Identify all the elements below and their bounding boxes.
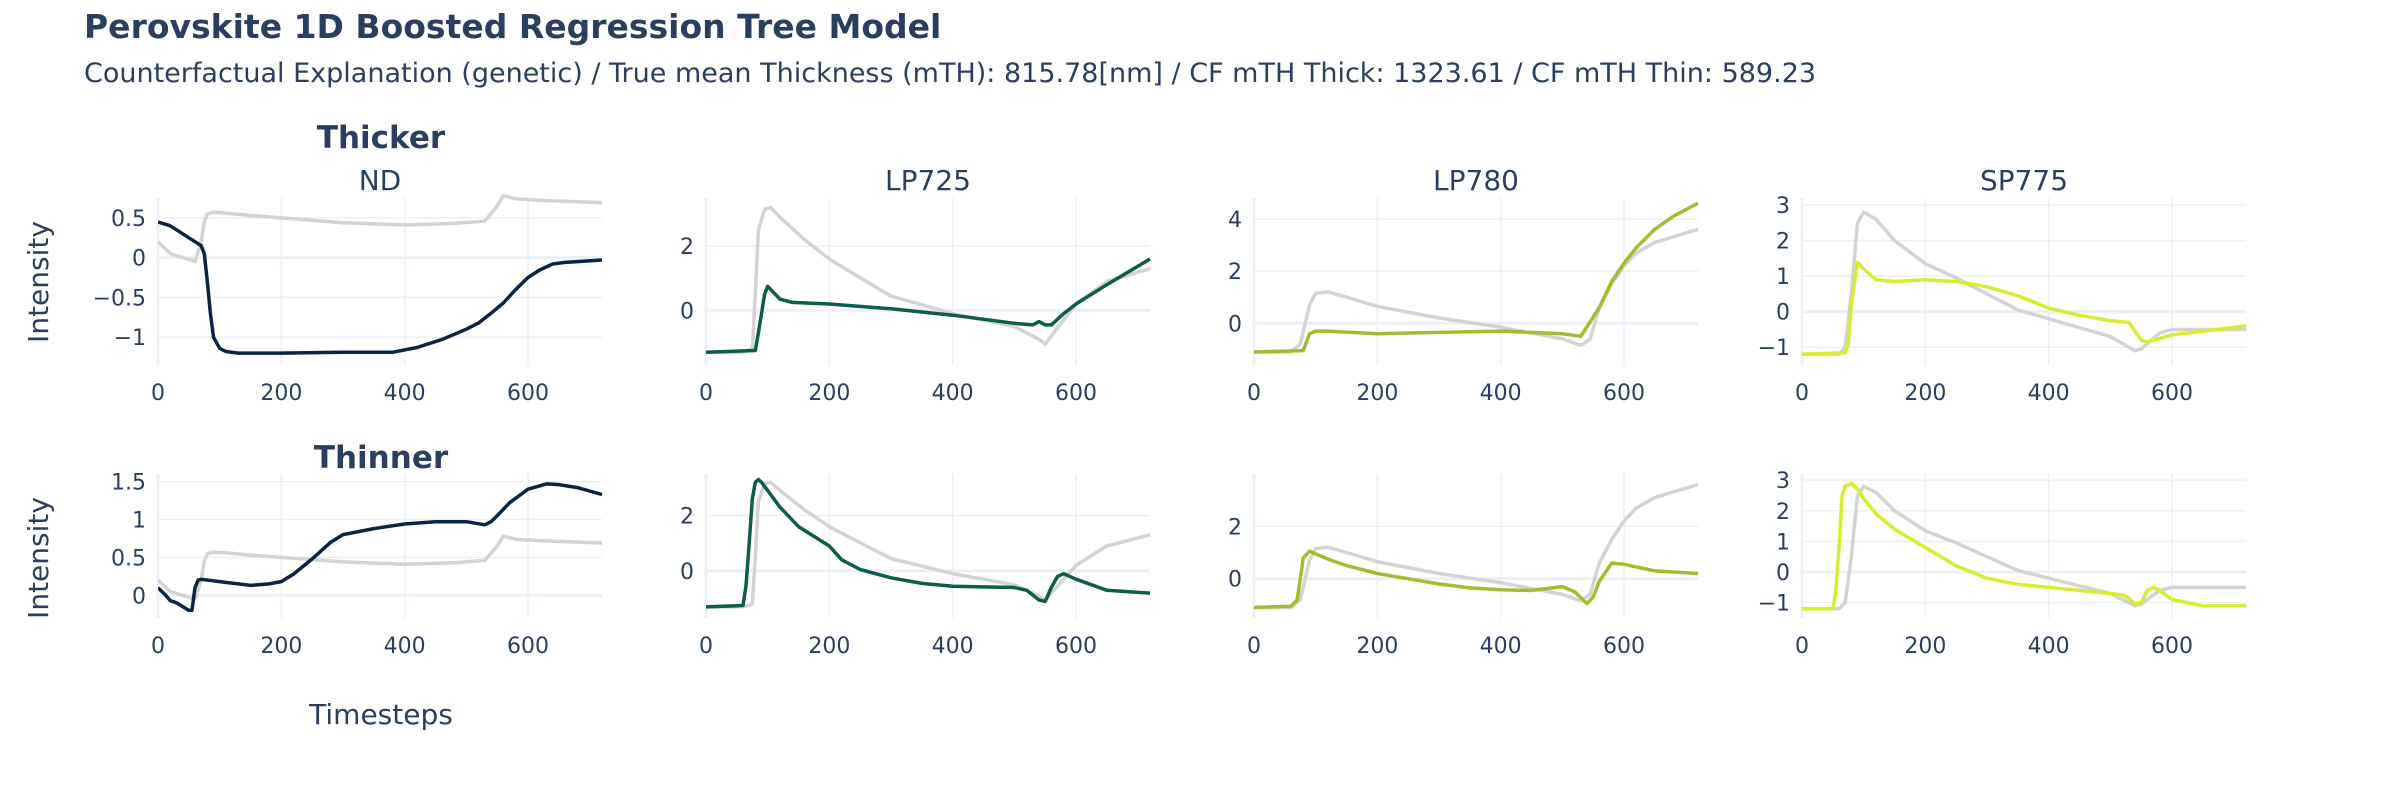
- y-tick-label: 1: [132, 508, 146, 533]
- x-tick-label: 0: [1795, 634, 1809, 659]
- x-tick-label: 200: [808, 634, 850, 659]
- counterfactual-series-line: [1802, 481, 2246, 611]
- x-tick-label: 400: [2028, 634, 2070, 659]
- y-tick-label: −1: [1758, 592, 1790, 617]
- x-tick-label: 0: [1247, 634, 1261, 659]
- y-tick-label: 1: [1776, 265, 1790, 290]
- y-tick-label: 0: [132, 584, 146, 609]
- y-tick-label: 2: [1776, 500, 1790, 525]
- counterfactual-series-line: [1254, 201, 1699, 354]
- y-tick-label: −1: [1758, 336, 1790, 361]
- y-tick-label: 0.5: [111, 207, 146, 232]
- row-title-thicker: Thicker: [317, 120, 446, 156]
- x-tick-label: 600: [1603, 634, 1645, 659]
- x-tick-label: 200: [1904, 634, 1946, 659]
- counterfactual-series-line: [706, 257, 1151, 354]
- x-tick-label: 0: [1247, 381, 1261, 406]
- y-axis-label-thinner: Intensity: [22, 497, 55, 619]
- y-tick-label: −1: [114, 326, 146, 351]
- x-tick-label: 600: [1603, 381, 1645, 406]
- reference-series-line: [158, 194, 603, 264]
- y-axis-label-thicker: Intensity: [22, 221, 55, 343]
- counterfactual-series-line: [1802, 260, 2247, 357]
- x-tick-label: 0: [151, 634, 165, 659]
- panel-thinner-thinner-5: 0 200 400 600 0 2: [680, 474, 1151, 659]
- x-tick-label: 600: [507, 634, 549, 659]
- y-tick-label: 2: [680, 505, 694, 530]
- y-tick-label: 1.5: [111, 471, 146, 496]
- y-tick-label: 0: [1776, 301, 1790, 326]
- panel-title: SP775: [1980, 164, 2068, 197]
- y-tick-label: 4: [1228, 208, 1242, 233]
- panel-title: LP780: [1433, 164, 1519, 197]
- x-tick-label: 600: [507, 381, 549, 406]
- x-tick-label: 0: [151, 381, 165, 406]
- y-tick-label: 0: [680, 560, 694, 585]
- counterfactual-series-line: [158, 482, 603, 613]
- y-tick-label: 0: [1228, 568, 1242, 593]
- x-tick-label: 400: [1480, 634, 1522, 659]
- y-tick-label: 0: [1228, 312, 1242, 337]
- y-tick-label: 3: [1776, 194, 1790, 219]
- x-tick-label: 200: [1356, 634, 1398, 659]
- y-tick-label: 2: [1776, 230, 1790, 255]
- row-title-thinner: Thinner: [314, 440, 449, 476]
- reference-series-line: [158, 534, 603, 601]
- y-tick-label: 2: [680, 235, 694, 260]
- panel-lp780-thicker-2: 0 200 400 600 0 2 4 LP780: [1228, 164, 1699, 406]
- panel-thinner-thinner-4: 0 200 400 600 0 0.5 1 1.5: [111, 471, 603, 659]
- x-tick-label: 400: [2028, 381, 2070, 406]
- panel-title: ND: [359, 164, 402, 197]
- reference-series-line: [1802, 484, 2246, 611]
- figure-title: Perovskite 1D Boosted Regression Tree Mo…: [84, 7, 941, 46]
- panel-nd-thicker-0: 0 200 400 600 −1 −0.5 0 0.5 ND: [93, 164, 603, 406]
- y-tick-label: 2: [1228, 260, 1242, 285]
- x-tick-label: 400: [1480, 381, 1522, 406]
- reference-series-line: [706, 205, 1151, 354]
- y-tick-label: 3: [1776, 469, 1790, 494]
- x-tick-label: 0: [1795, 381, 1809, 406]
- counterfactual-series-line: [158, 220, 603, 355]
- x-tick-label: 0: [699, 381, 713, 406]
- x-tick-label: 200: [1904, 381, 1946, 406]
- x-tick-label: 600: [2151, 634, 2193, 659]
- x-tick-label: 600: [2151, 381, 2193, 406]
- x-tick-label: 400: [384, 381, 426, 406]
- panel-thinner-thinner-6: 0 200 400 600 0 2: [1228, 474, 1699, 659]
- x-tick-label: 200: [808, 381, 850, 406]
- x-tick-label: 200: [260, 381, 302, 406]
- reference-series-line: [706, 480, 1151, 609]
- figure-subtitle: Counterfactual Explanation (genetic) / T…: [84, 58, 1816, 89]
- y-tick-label: 0.5: [111, 546, 146, 571]
- y-tick-label: 2: [1228, 515, 1242, 540]
- y-tick-label: 0: [132, 247, 146, 272]
- panel-title: LP725: [885, 164, 971, 197]
- counterfactual-series-line: [706, 477, 1151, 609]
- x-tick-label: 400: [932, 381, 974, 406]
- x-tick-label: 600: [1055, 634, 1097, 659]
- y-tick-label: 0: [680, 299, 694, 324]
- x-axis-label: Timesteps: [308, 698, 453, 731]
- counterfactual-series-line: [1254, 549, 1699, 610]
- x-tick-label: 200: [260, 634, 302, 659]
- x-tick-label: 200: [1356, 381, 1398, 406]
- y-tick-label: 1: [1776, 530, 1790, 555]
- x-tick-label: 400: [384, 634, 426, 659]
- panel-lp725-thicker-1: 0 200 400 600 0 2 LP725: [680, 164, 1151, 406]
- x-tick-label: 600: [1055, 381, 1097, 406]
- y-tick-label: −0.5: [93, 286, 146, 311]
- reference-series-line: [1254, 227, 1699, 354]
- y-tick-label: 0: [1776, 561, 1790, 586]
- reference-series-line: [1254, 482, 1699, 610]
- x-tick-label: 400: [932, 634, 974, 659]
- x-tick-label: 0: [699, 634, 713, 659]
